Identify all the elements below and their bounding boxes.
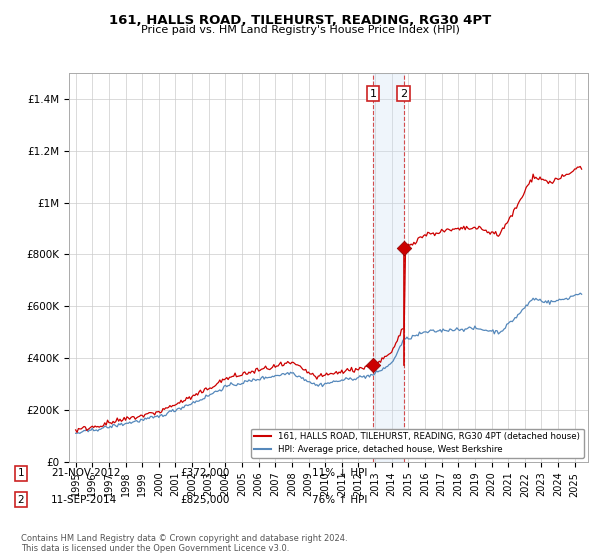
- Text: 21-NOV-2012: 21-NOV-2012: [51, 468, 121, 478]
- Point: [399, 244, 409, 253]
- Text: 76% ↑ HPI: 76% ↑ HPI: [312, 494, 367, 505]
- Text: 1: 1: [17, 468, 25, 478]
- Text: Contains HM Land Registry data © Crown copyright and database right 2024.
This d: Contains HM Land Registry data © Crown c…: [21, 534, 347, 553]
- Text: £825,000: £825,000: [180, 494, 229, 505]
- Text: 11% ↓ HPI: 11% ↓ HPI: [312, 468, 367, 478]
- Text: 1: 1: [370, 88, 377, 99]
- Legend: 161, HALLS ROAD, TILEHURST, READING, RG30 4PT (detached house), HPI: Average pri: 161, HALLS ROAD, TILEHURST, READING, RG3…: [251, 428, 584, 458]
- Point: [368, 361, 378, 370]
- Text: 11-SEP-2014: 11-SEP-2014: [51, 494, 117, 505]
- Bar: [373, 73, 404, 462]
- Text: £372,000: £372,000: [180, 468, 229, 478]
- Text: 2: 2: [400, 88, 407, 99]
- Text: 2: 2: [17, 494, 25, 505]
- Text: Price paid vs. HM Land Registry's House Price Index (HPI): Price paid vs. HM Land Registry's House …: [140, 25, 460, 35]
- Text: 161, HALLS ROAD, TILEHURST, READING, RG30 4PT: 161, HALLS ROAD, TILEHURST, READING, RG3…: [109, 14, 491, 27]
